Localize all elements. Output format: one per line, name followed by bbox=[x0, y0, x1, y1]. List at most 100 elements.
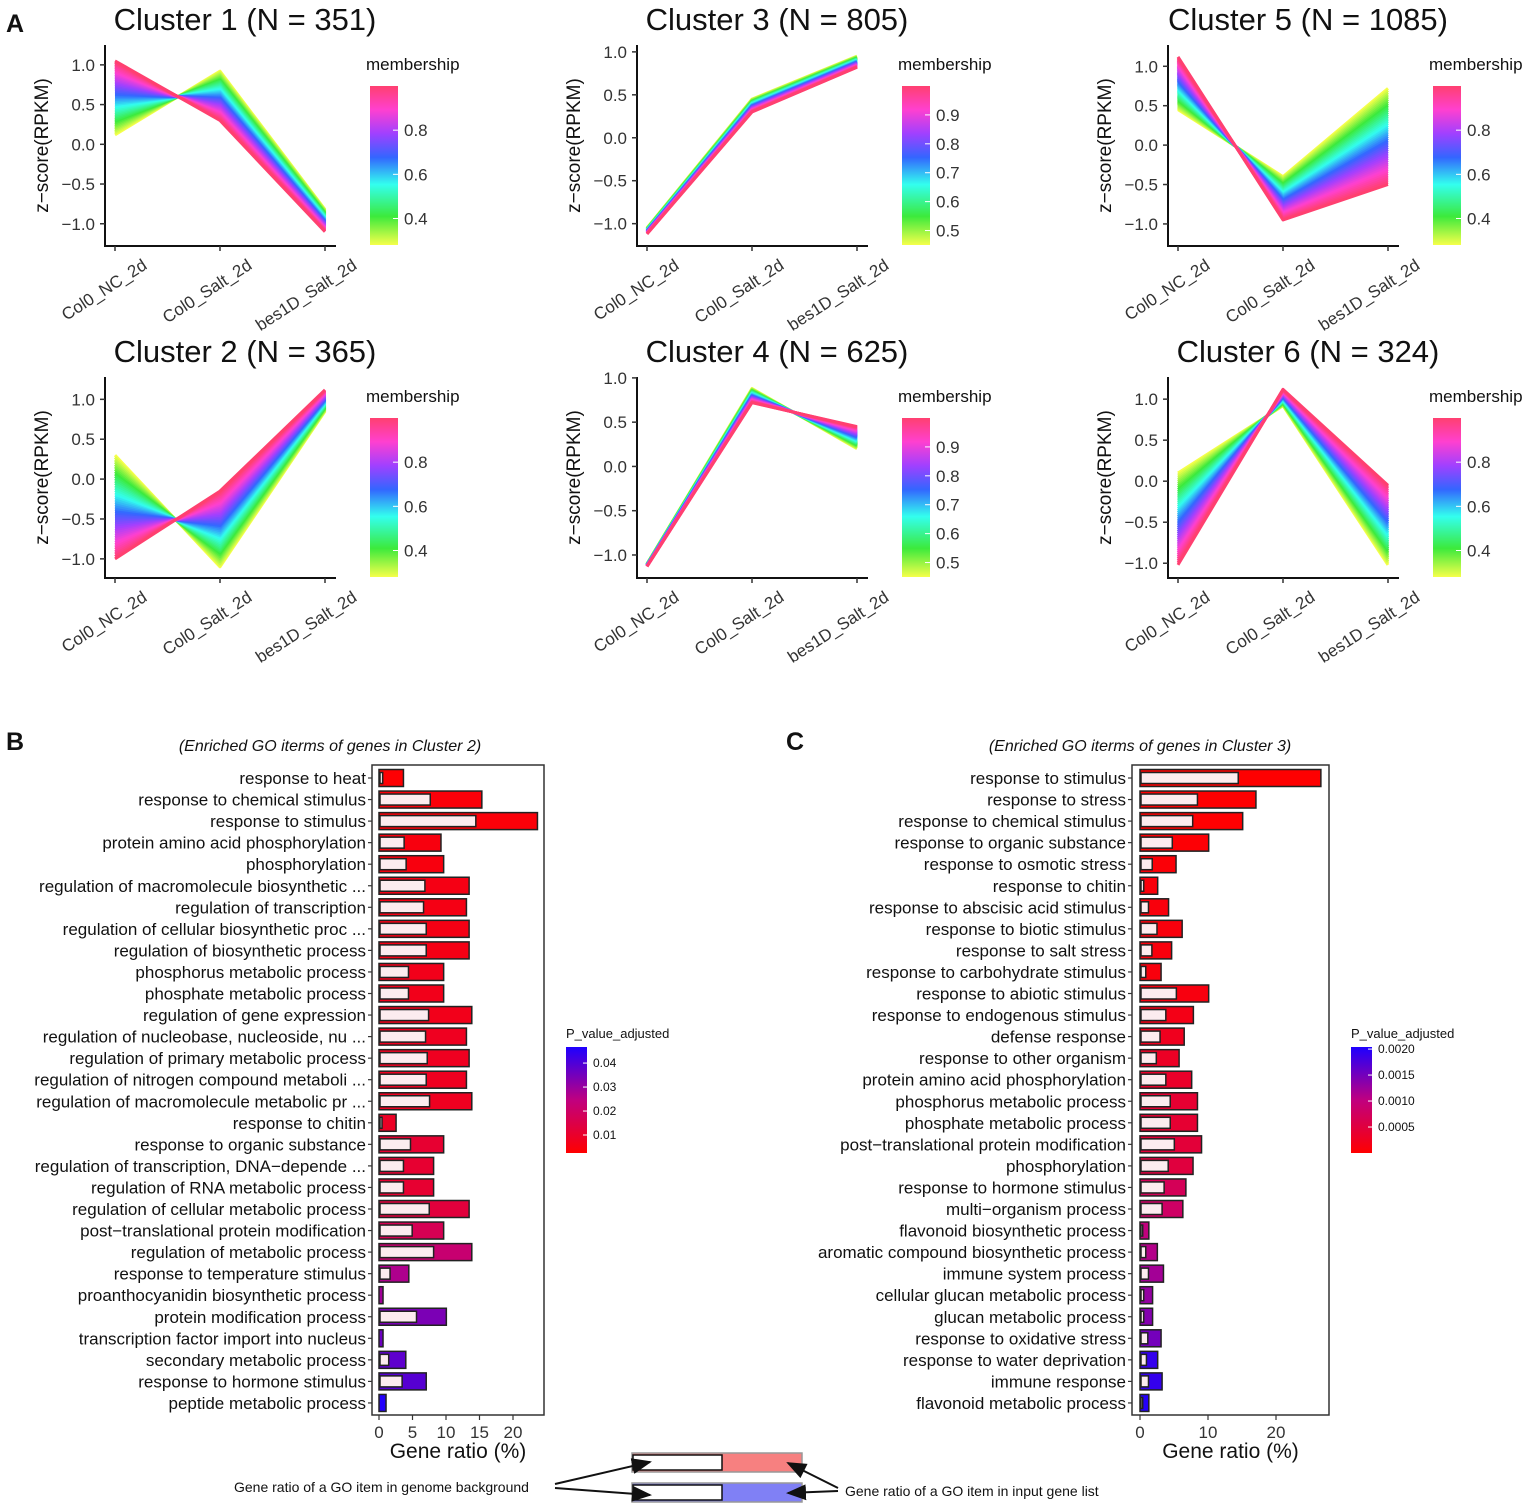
gene-profile-line bbox=[1176, 55, 1389, 222]
background-ratio-bar bbox=[1140, 1030, 1161, 1043]
gene-profile-line bbox=[645, 59, 858, 232]
y-axis-title: z−score(RPKM) bbox=[32, 410, 53, 545]
go-term-label: regulation of nucleobase, nucleoside, nu… bbox=[43, 1028, 366, 1047]
go-term-label: protein modification process bbox=[154, 1308, 366, 1327]
x-tick-label: Col0_NC_2d bbox=[58, 587, 150, 656]
membership-colorbar bbox=[902, 418, 930, 577]
legend-title: membership bbox=[366, 55, 460, 74]
plot-frame bbox=[371, 764, 545, 1416]
arrow bbox=[786, 1484, 839, 1501]
go-term-label: response to stimulus bbox=[970, 769, 1126, 788]
gene-profile-line bbox=[645, 389, 858, 566]
y-tick-label: 1.0 bbox=[1134, 57, 1158, 76]
background-ratio-bar bbox=[379, 944, 427, 957]
gene-profile-line bbox=[645, 62, 858, 234]
colorbar-tick-label: 0.6 bbox=[404, 165, 428, 184]
p-value-colorbar bbox=[1351, 1047, 1372, 1153]
x-tick-label: 0 bbox=[374, 1423, 383, 1442]
y-tick-label: −0.5 bbox=[61, 175, 95, 194]
go-term-label: regulation of transcription bbox=[175, 898, 366, 917]
go-term-label: post−translational protein modification bbox=[80, 1222, 366, 1241]
colorbar-tick-label: 0.5 bbox=[936, 554, 960, 573]
go-term-label: regulation of transcription, DNA−depende… bbox=[35, 1157, 366, 1176]
background-ratio-bar bbox=[1140, 1396, 1144, 1410]
y-tick-label: −1.0 bbox=[61, 215, 95, 234]
gene-profile-line bbox=[1176, 387, 1390, 566]
legend-title: membership bbox=[1429, 55, 1523, 74]
y-axis-title: z−score(RPKM) bbox=[564, 410, 585, 545]
background-ratio-bar bbox=[379, 1375, 403, 1388]
gene-profile-line bbox=[645, 55, 858, 230]
input-ratio-bar bbox=[378, 768, 405, 788]
y-tick-label: −0.5 bbox=[61, 510, 95, 529]
background-ratio-bar bbox=[379, 879, 426, 892]
y-axis-title: z−score(RPKM) bbox=[1095, 410, 1116, 545]
y-tick-label: 0.5 bbox=[1134, 97, 1158, 116]
legend-title: membership bbox=[1429, 387, 1523, 406]
gene-profile-line bbox=[645, 55, 858, 230]
background-ratio-bar bbox=[379, 771, 384, 785]
go-term-label: response to oxidative stress bbox=[915, 1329, 1126, 1348]
go-term-label: phosphorylation bbox=[1006, 1157, 1126, 1176]
go-term-label: aromatic compound biosynthetic process bbox=[818, 1243, 1126, 1262]
x-tick-label: 10 bbox=[437, 1423, 456, 1442]
go-term-label: response to abiotic stimulus bbox=[916, 985, 1126, 1004]
go-term-label: immune response bbox=[991, 1372, 1126, 1391]
background-ratio-bar bbox=[1140, 1310, 1145, 1323]
colorbar-tick-label: 0.02 bbox=[593, 1104, 617, 1118]
gene-profile-line bbox=[645, 63, 858, 234]
gene-profile-line bbox=[645, 57, 858, 231]
membership-colorbar bbox=[1433, 418, 1461, 577]
y-axis-title: z−score(RPKM) bbox=[1095, 78, 1116, 213]
y-axis-title: z−score(RPKM) bbox=[32, 78, 53, 213]
go-term-label: response to other organism bbox=[919, 1049, 1126, 1068]
colorbar-tick-label: 0.4 bbox=[1467, 542, 1491, 561]
gene-profile-line bbox=[114, 59, 327, 233]
legend-title: membership bbox=[898, 55, 992, 74]
colorbar-tick-label: 0.6 bbox=[404, 497, 428, 516]
x-tick-label: 0 bbox=[1135, 1423, 1144, 1442]
colorbar-tick-label: 0.4 bbox=[404, 542, 428, 561]
background-ratio-bar bbox=[1140, 836, 1174, 849]
go-term-label: flavonoid metabolic process bbox=[916, 1394, 1126, 1413]
go-term-label: response to hormone stimulus bbox=[138, 1372, 366, 1391]
background-ratio-bar bbox=[379, 922, 427, 936]
gene-profile-line bbox=[645, 57, 858, 231]
go-term-label: regulation of primary metabolic process bbox=[69, 1049, 366, 1068]
go-term-label: proanthocyanidin biosynthetic process bbox=[78, 1286, 366, 1305]
background-ratio-bar bbox=[379, 1008, 430, 1022]
x-tick-label: 20 bbox=[1267, 1423, 1286, 1442]
x-tick-label: Col0_Salt_2d bbox=[159, 255, 255, 327]
gene-profile-line bbox=[645, 65, 858, 235]
background-ratio-bar bbox=[1140, 793, 1199, 806]
y-tick-label: 0.0 bbox=[71, 470, 95, 489]
go-term-label: response to organic substance bbox=[894, 834, 1126, 853]
go-term-label: response to temperature stimulus bbox=[114, 1265, 366, 1284]
go-term-label: response to salt stress bbox=[956, 941, 1126, 960]
colorbar-tick-label: 0.6 bbox=[1467, 165, 1491, 184]
membership-colorbar bbox=[902, 86, 930, 245]
y-tick-label: −1.0 bbox=[593, 546, 627, 565]
colorbar-tick-label: 0.4 bbox=[1467, 210, 1491, 229]
x-tick-label: bes1D_Salt_2d bbox=[252, 255, 360, 334]
background-ratio-bar bbox=[1140, 901, 1150, 914]
go-term-label: response to biotic stimulus bbox=[926, 920, 1126, 939]
go-term-label: multi−organism process bbox=[946, 1200, 1126, 1219]
background-ratio-bar bbox=[1140, 965, 1147, 979]
go-term-label: secondary metabolic process bbox=[146, 1351, 366, 1370]
y-tick-label: −1.0 bbox=[61, 550, 95, 569]
go-term-label: phosphorus metabolic process bbox=[135, 963, 366, 982]
gene-profile-line bbox=[645, 55, 858, 230]
y-tick-label: −1.0 bbox=[1124, 215, 1158, 234]
membership-colorbar bbox=[370, 418, 398, 577]
gene-profile-line bbox=[645, 387, 858, 565]
gene-profile-line bbox=[645, 58, 858, 231]
go-term-label: regulation of macromolecule metabolic pr… bbox=[36, 1092, 366, 1111]
plot-frame bbox=[1131, 764, 1330, 1416]
arrow bbox=[786, 1462, 839, 1489]
bar-legend-key: Gene ratio of a GO item in genome backgr… bbox=[234, 1452, 1099, 1503]
cluster-title: Cluster 6 (N = 324) bbox=[1177, 334, 1440, 369]
go-term-label: glucan metabolic process bbox=[934, 1308, 1126, 1327]
background-ratio-bar bbox=[379, 901, 425, 914]
